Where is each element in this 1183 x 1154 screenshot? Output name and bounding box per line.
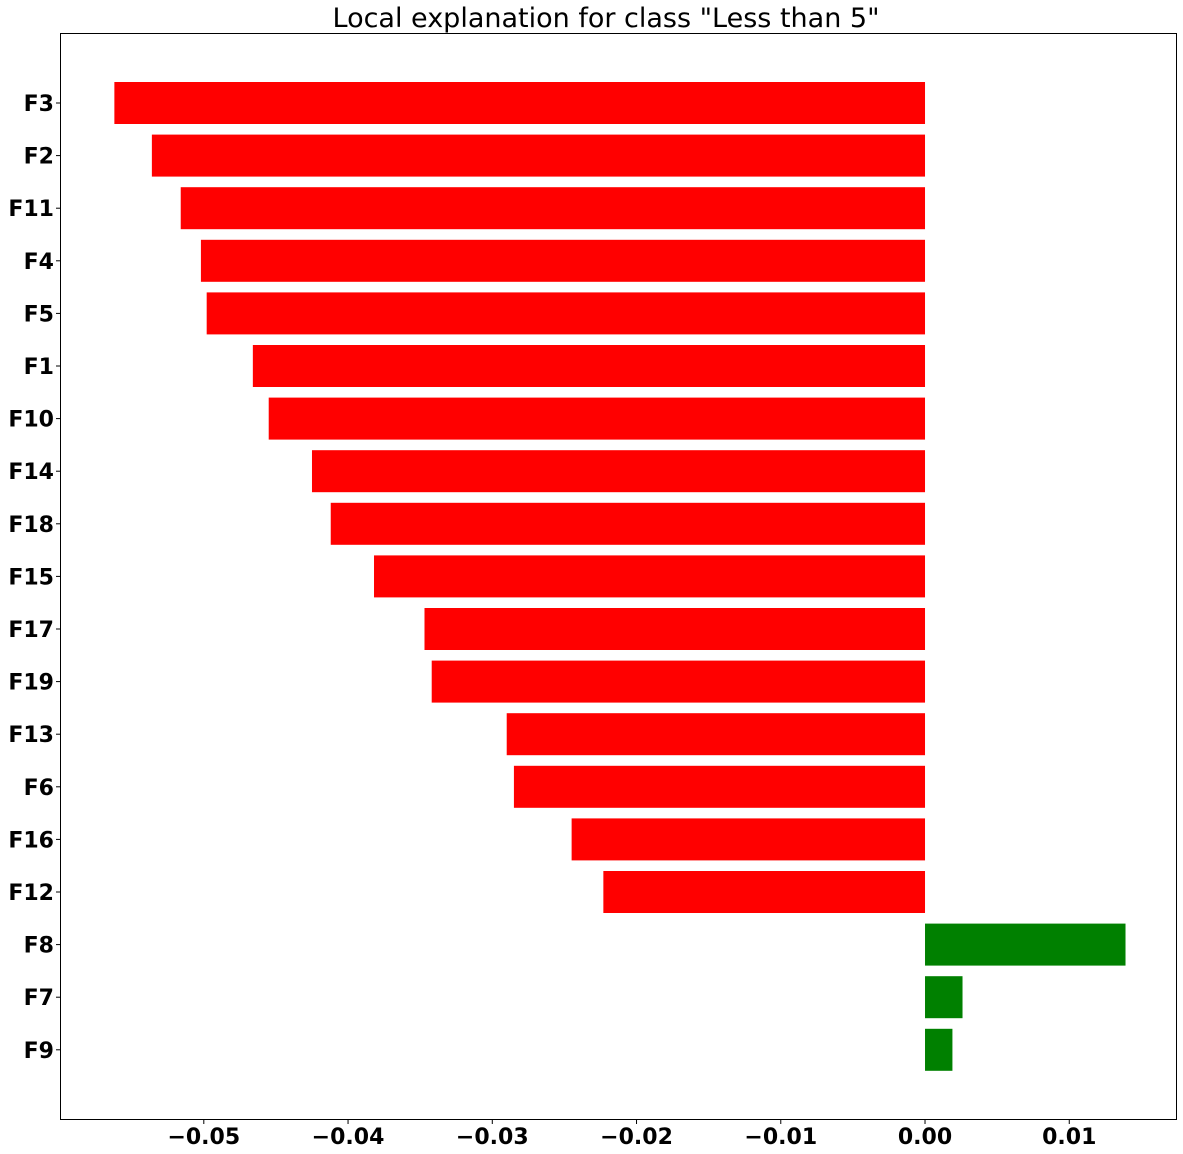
y-tick-label: F18: [8, 513, 54, 538]
y-tick-label: F16: [8, 828, 54, 853]
bar-f2: [151, 134, 926, 177]
y-tick-label: F8: [24, 934, 54, 959]
y-axis: F3 F2 F11 F4 F5 F1 F10 F14 F18 F15 F17 F19 F13 F6 F16 F…: [8, 92, 61, 1064]
bar-f10: [268, 397, 926, 440]
bar-f15: [374, 555, 926, 598]
bar-f19: [431, 660, 926, 703]
y-tick-label: F2: [24, 145, 54, 170]
x-tick-label: −0.03: [456, 1125, 529, 1150]
x-axis: −0.05 −0.04 −0.03 −0.02 −0.01 0.00 0.01: [167, 1119, 1096, 1150]
y-tick-label: F14: [8, 460, 54, 485]
bar-f9: [925, 1028, 953, 1071]
bar-f7: [925, 976, 963, 1019]
y-tick-label: F12: [8, 881, 54, 906]
y-tick-label: F6: [24, 776, 54, 801]
y-tick-label: F17: [8, 618, 54, 643]
bar-f8: [925, 923, 1126, 966]
bar-f1: [252, 345, 926, 387]
bar-f13: [506, 713, 926, 756]
bar-f4: [200, 239, 926, 282]
y-tick-label: F13: [8, 723, 54, 748]
y-tick-label: F11: [8, 197, 54, 222]
bars-group: [114, 82, 1126, 1071]
y-tick-label: F19: [8, 671, 54, 696]
x-tick-label: 0.01: [1042, 1125, 1096, 1150]
bar-f17: [424, 608, 926, 650]
bar-f14: [311, 450, 926, 493]
bar-f5: [206, 292, 926, 335]
y-tick-label: F3: [24, 92, 54, 117]
y-tick-label: F7: [24, 986, 54, 1011]
bar-f12: [603, 871, 926, 913]
y-tick-label: F4: [24, 250, 54, 275]
x-tick-label: −0.05: [167, 1125, 240, 1150]
chart-title: Local explanation for class "Less than 5…: [333, 3, 880, 34]
bar-f11: [180, 187, 926, 230]
y-tick-label: F10: [8, 408, 54, 433]
y-tick-label: F15: [8, 565, 54, 590]
x-tick-label: −0.02: [600, 1125, 673, 1150]
y-tick-label: F1: [24, 355, 54, 380]
y-tick-label: F5: [24, 302, 54, 327]
x-tick-label: −0.01: [744, 1125, 817, 1150]
bar-f18: [330, 502, 926, 545]
bar-f6: [513, 765, 926, 808]
y-tick-label: F9: [24, 1039, 54, 1064]
bar-f16: [571, 818, 926, 861]
bar-f3: [114, 82, 926, 124]
x-tick-label: −0.04: [312, 1125, 385, 1150]
x-tick-label: 0.00: [898, 1125, 952, 1150]
